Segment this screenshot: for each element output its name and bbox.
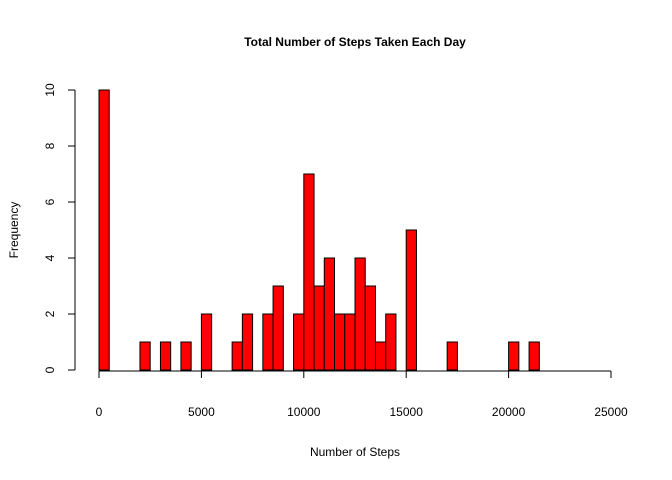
histogram-bar-5 bbox=[231, 341, 243, 371]
histogram-bar-16 bbox=[364, 285, 376, 371]
x-tick-label-4: 20000 bbox=[492, 405, 526, 419]
histogram-bar-11 bbox=[313, 285, 325, 371]
histogram-bar-0 bbox=[98, 89, 110, 371]
x-tick-label-1: 5000 bbox=[188, 405, 215, 419]
histogram-bar-15 bbox=[354, 257, 366, 371]
y-tick-label-0: 0 bbox=[43, 366, 57, 373]
x-tick-label-2: 10000 bbox=[287, 405, 321, 419]
histogram-bar-2 bbox=[159, 341, 172, 371]
histogram-bar-9 bbox=[293, 313, 305, 371]
histogram-bar-1 bbox=[139, 341, 151, 371]
x-axis: 0 5000 10000 15000 20000 25000 bbox=[96, 370, 628, 419]
y-axis-label: Frequency bbox=[7, 202, 21, 259]
y-tick-label-1: 2 bbox=[43, 310, 57, 317]
histogram-bar-13 bbox=[334, 313, 346, 371]
histogram-bar-14 bbox=[344, 313, 356, 371]
y-tick-label-2: 4 bbox=[43, 254, 57, 261]
histogram-bar-21 bbox=[508, 341, 520, 371]
y-tick-label-5: 10 bbox=[43, 83, 57, 97]
x-tick-label-0: 0 bbox=[96, 405, 103, 419]
x-axis-label: Number of Steps bbox=[310, 445, 400, 459]
bars-group bbox=[98, 89, 540, 371]
x-tick-label-3: 15000 bbox=[390, 405, 424, 419]
histogram-bar-3 bbox=[180, 341, 192, 371]
chart-title: Total Number of Steps Taken Each Day bbox=[244, 35, 466, 49]
histogram-bar-8 bbox=[272, 285, 284, 371]
histogram-bar-6 bbox=[241, 313, 254, 371]
x-tick-label-5: 25000 bbox=[594, 405, 628, 419]
y-tick-label-3: 6 bbox=[43, 198, 57, 205]
histogram-bar-12 bbox=[323, 257, 336, 371]
histogram-bar-10 bbox=[303, 173, 315, 371]
histogram-bar-22 bbox=[528, 341, 540, 371]
y-axis: 0 2 4 6 8 10 bbox=[43, 83, 76, 373]
histogram-bar-17 bbox=[374, 341, 387, 371]
histogram-bar-19 bbox=[405, 229, 417, 371]
histogram-bar-20 bbox=[446, 341, 458, 371]
y-tick-label-4: 8 bbox=[43, 142, 57, 149]
histogram-bar-7 bbox=[262, 313, 274, 371]
histogram-bar-4 bbox=[200, 313, 213, 371]
histogram-bar-18 bbox=[385, 313, 397, 371]
